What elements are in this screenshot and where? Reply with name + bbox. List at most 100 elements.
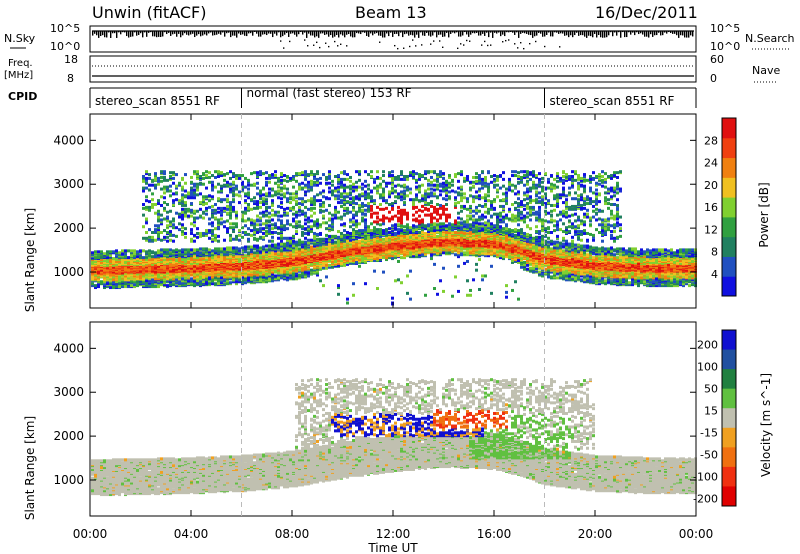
power-cell	[352, 220, 355, 223]
power-cell	[271, 236, 274, 239]
power-cell	[280, 189, 283, 192]
power-cell	[145, 217, 148, 220]
power-cell	[325, 234, 328, 237]
nsky-bar	[588, 31, 589, 36]
power-cell	[163, 229, 166, 232]
power-cell	[346, 178, 349, 181]
nsky-bar	[414, 31, 415, 38]
nsky-bar	[228, 31, 229, 33]
power-cell	[190, 232, 193, 235]
freq-label: Freq.	[8, 58, 33, 69]
nsky-bar	[268, 31, 269, 34]
power-cell	[226, 205, 229, 208]
nsky-bar	[538, 31, 539, 33]
power-cell	[265, 202, 268, 205]
power-cell	[211, 238, 214, 241]
nsky-bar	[592, 31, 593, 37]
power-cell	[217, 211, 220, 214]
nsky-bar	[446, 31, 447, 33]
power-cell	[184, 214, 187, 217]
nsky-dot	[439, 40, 440, 41]
nsky-bar	[338, 31, 339, 37]
power-cell	[262, 211, 265, 214]
power-cell	[322, 189, 325, 192]
power-cell	[184, 211, 187, 214]
power-cell	[229, 237, 232, 240]
power-cell	[334, 189, 337, 192]
power-cell	[259, 246, 262, 249]
nsky-bar	[470, 31, 471, 35]
power-cell	[346, 207, 349, 210]
power-cell	[361, 192, 364, 195]
nsky-bar	[224, 31, 225, 37]
nsky-bar	[518, 31, 519, 38]
power-cell	[337, 186, 340, 189]
power-cell	[304, 173, 307, 176]
power-cell	[259, 206, 262, 209]
power-cell	[241, 218, 244, 221]
power-cell	[229, 222, 232, 225]
power-cell	[154, 228, 157, 231]
power-cell	[364, 185, 367, 188]
power-cell	[364, 224, 367, 227]
power-cell	[226, 246, 229, 249]
power-cell	[406, 212, 409, 215]
power-cell	[295, 180, 298, 183]
power-cell	[202, 195, 205, 198]
power-cell	[199, 208, 202, 211]
power-cell	[238, 194, 241, 197]
power-cell	[319, 223, 322, 226]
power-cell	[400, 219, 403, 222]
power-cell	[142, 237, 145, 240]
power-cell	[304, 237, 307, 240]
power-cell	[217, 218, 220, 221]
nsky-bar	[418, 31, 419, 38]
power-cell	[319, 279, 322, 282]
cpid-segments: stereo_scan 8551 RFnormal (fast stereo) …	[95, 86, 675, 108]
power-cell	[292, 178, 295, 181]
power-cell	[304, 215, 307, 218]
power-cell	[310, 200, 313, 203]
power-cell	[400, 185, 403, 188]
power-cell	[268, 219, 271, 222]
power-cell	[151, 192, 154, 195]
power-cell	[298, 220, 301, 223]
power-cell	[400, 195, 403, 198]
power-cell	[298, 224, 301, 227]
power-cell	[412, 224, 415, 227]
nsky-bar	[290, 31, 291, 34]
power-cell	[334, 214, 337, 217]
cpid-segment-label: stereo_scan 8551 RF	[550, 94, 675, 108]
power-cell	[379, 193, 382, 196]
power-cell	[262, 214, 265, 217]
power-cell	[346, 173, 349, 176]
power-cell	[412, 206, 415, 209]
power-cell	[382, 188, 385, 191]
nsky-bar	[586, 31, 587, 38]
nsky-bar	[234, 31, 235, 36]
nsky-bar	[164, 31, 165, 32]
nsky-bar	[336, 31, 337, 35]
power-cell	[295, 241, 298, 244]
power-cell	[385, 217, 388, 220]
nsky-bar	[120, 31, 121, 34]
power-cell	[145, 237, 148, 240]
power-cell	[289, 207, 292, 210]
power-cell	[400, 229, 403, 232]
power-cell	[256, 238, 259, 241]
power-cell	[286, 197, 289, 200]
nsky-bar	[416, 31, 417, 35]
power-cell	[247, 196, 250, 199]
power-cell	[298, 183, 301, 186]
power-cell	[394, 279, 397, 282]
nsky-bar	[312, 31, 313, 36]
power-cell	[172, 249, 175, 252]
power-cell	[298, 172, 301, 175]
power-cell	[259, 197, 262, 200]
power-cell	[259, 278, 262, 281]
power-cell	[229, 177, 232, 180]
power-cell	[217, 170, 220, 173]
power-cell	[235, 235, 238, 238]
power-cell	[301, 210, 304, 213]
power-cell	[322, 173, 325, 176]
